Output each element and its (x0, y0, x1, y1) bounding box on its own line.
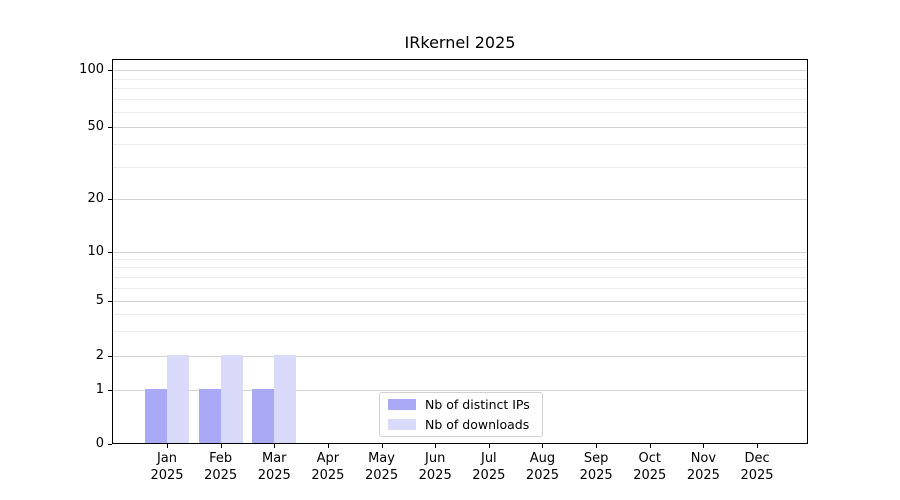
y-tick-mark (108, 300, 112, 302)
x-tick-month: Apr (316, 451, 340, 466)
gridline-minor (113, 314, 807, 316)
x-tick-label: Nov 2025 (675, 450, 731, 484)
y-tick-mark (108, 356, 112, 357)
x-tick-label: Jan 2025 (139, 450, 195, 484)
y-tick-mark (108, 126, 112, 128)
gridline-minor (113, 111, 807, 113)
x-tick-month: Jul (480, 451, 497, 466)
x-tick-year: 2025 (686, 468, 720, 483)
gridline-major (113, 356, 807, 357)
x-tick-year: 2025 (150, 468, 184, 483)
legend-swatch-distinct-ips (388, 399, 416, 410)
x-tick-year: 2025 (579, 468, 613, 483)
x-tick-mark (649, 444, 651, 448)
x-tick-label: Aug 2025 (514, 450, 570, 484)
x-tick-mark (757, 444, 759, 448)
gridline-major (113, 300, 807, 302)
x-tick-month: Jun (425, 451, 446, 466)
x-tick-label: Dec 2025 (729, 450, 785, 484)
x-tick-mark (488, 444, 490, 448)
x-tick-month: Sep (583, 451, 609, 466)
y-tick-label: 5 (95, 292, 104, 308)
gridline-minor (113, 166, 807, 168)
x-tick-year: 2025 (525, 468, 560, 483)
gridline-major (113, 251, 807, 253)
x-tick-label: Jun 2025 (407, 450, 463, 484)
plot-area (112, 59, 808, 444)
x-tick-label: Mar 2025 (246, 450, 302, 484)
x-tick-mark (220, 444, 222, 448)
legend-item-distinct-ips: Nb of distinct IPs (388, 397, 542, 412)
y-tick-label: 20 (87, 190, 104, 206)
x-tick-label: Oct 2025 (622, 450, 678, 484)
y-tick-mark (108, 389, 112, 391)
x-tick-year: 2025 (740, 468, 774, 483)
x-tick-year: 2025 (365, 468, 399, 483)
x-tick-year: 2025 (311, 468, 345, 483)
x-tick-label: Sep 2025 (568, 450, 624, 484)
y-tick-mark (108, 251, 112, 253)
x-tick-label: Feb 2025 (193, 450, 249, 484)
gridline-minor (113, 78, 807, 80)
y-tick-label: 1 (95, 381, 104, 397)
x-tick-mark (167, 444, 168, 448)
x-tick-year: 2025 (257, 468, 291, 483)
y-tick-mark (108, 70, 112, 71)
bar-downloads-feb (220, 355, 243, 443)
x-tick-mark (274, 444, 276, 448)
x-tick-month: Nov (690, 451, 717, 466)
bar-distinct-ips-mar (252, 388, 275, 443)
x-tick-mark (596, 444, 598, 448)
y-tick-label: 10 (87, 243, 104, 259)
y-tick-label: 100 (79, 62, 104, 77)
bar-distinct-ips-feb (198, 388, 221, 443)
x-tick-month: Aug (529, 451, 556, 466)
x-tick-mark (327, 444, 329, 448)
legend: Nb of distinct IPs Nb of downloads (379, 392, 543, 437)
x-tick-label: May 2025 (354, 450, 410, 484)
legend-swatch-downloads (388, 419, 416, 430)
gridline-major (113, 198, 807, 200)
x-tick-year: 2025 (418, 468, 452, 483)
chart-title: IRkernel 2025 (404, 33, 516, 52)
y-tick-label: 50 (87, 118, 104, 134)
y-tick-label: 2 (95, 348, 104, 363)
x-tick-month: Jan (156, 451, 178, 466)
gridline-minor (113, 267, 807, 269)
y-tick-label: 0 (95, 436, 104, 451)
x-tick-mark (435, 444, 437, 448)
x-tick-mark (542, 444, 544, 448)
x-tick-year: 2025 (472, 468, 506, 483)
y-tick-mark (108, 198, 112, 200)
legend-label-distinct-ips: Nb of distinct IPs (425, 397, 530, 412)
gridline-minor (113, 276, 807, 278)
bar-downloads-jan (167, 355, 189, 443)
x-tick-year: 2025 (204, 468, 238, 483)
x-tick-month: May (368, 451, 395, 466)
gridline-minor (113, 144, 807, 146)
x-tick-mark (703, 444, 705, 448)
y-tick-mark (108, 444, 112, 445)
legend-label-downloads: Nb of downloads (425, 417, 530, 432)
gridline-major (113, 389, 807, 391)
x-tick-month: Oct (638, 451, 661, 466)
gridline-major (113, 70, 807, 71)
gridline-major (113, 126, 807, 128)
x-tick-label: Apr 2025 (300, 450, 356, 484)
gridline-minor (113, 258, 807, 260)
x-tick-year: 2025 (633, 468, 667, 483)
legend-item-downloads: Nb of downloads (388, 417, 542, 432)
gridline-minor (113, 99, 807, 101)
x-tick-month: Mar (262, 451, 287, 466)
x-tick-month: Feb (209, 451, 233, 466)
bar-downloads-mar (274, 355, 297, 443)
gridline-minor (113, 88, 807, 90)
bar-distinct-ips-jan (145, 388, 167, 443)
x-tick-mark (381, 444, 383, 448)
gridline-minor (113, 287, 807, 289)
gridline-minor (113, 331, 807, 333)
x-tick-label: Jul 2025 (461, 450, 517, 484)
x-tick-month: Dec (744, 451, 770, 466)
